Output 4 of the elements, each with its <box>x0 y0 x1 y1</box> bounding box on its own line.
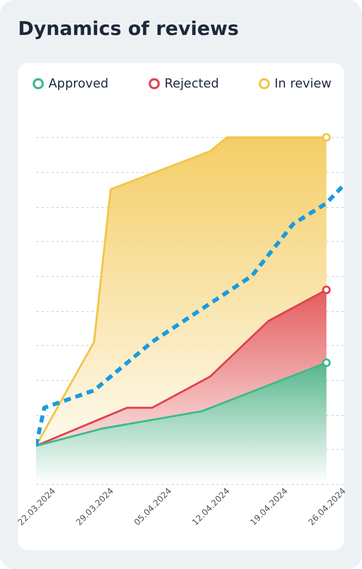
chart-title: Dynamics of reviews <box>18 18 239 40</box>
legend-label: Approved <box>48 76 108 91</box>
legend-label: Rejected <box>164 76 219 91</box>
legend-label: In review <box>274 76 332 91</box>
